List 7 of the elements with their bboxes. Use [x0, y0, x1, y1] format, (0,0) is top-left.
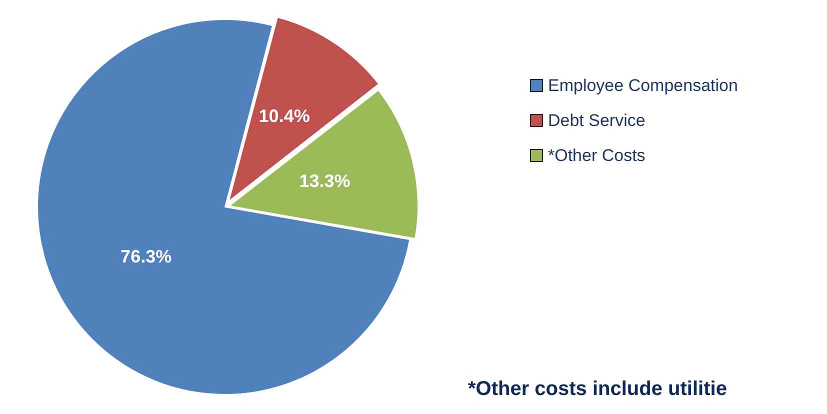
legend-label: Employee Compensation	[548, 76, 738, 96]
legend-label: Debt Service	[548, 110, 646, 130]
text: *Other costs include utilitie	[468, 378, 727, 401]
legend-label: *Other Costs	[548, 146, 646, 166]
data-label: 10.4%	[258, 106, 310, 126]
data-label: 13.3%	[299, 171, 350, 192]
data-label: 76.3%	[120, 246, 172, 267]
